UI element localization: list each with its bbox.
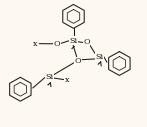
Text: O: O (83, 38, 90, 46)
Text: O: O (54, 40, 60, 48)
Text: x: x (33, 40, 38, 48)
Text: Si: Si (69, 37, 78, 45)
Text: Si: Si (45, 73, 54, 81)
Text: O: O (75, 57, 81, 65)
Text: x: x (65, 76, 69, 84)
Text: Si: Si (96, 53, 104, 61)
